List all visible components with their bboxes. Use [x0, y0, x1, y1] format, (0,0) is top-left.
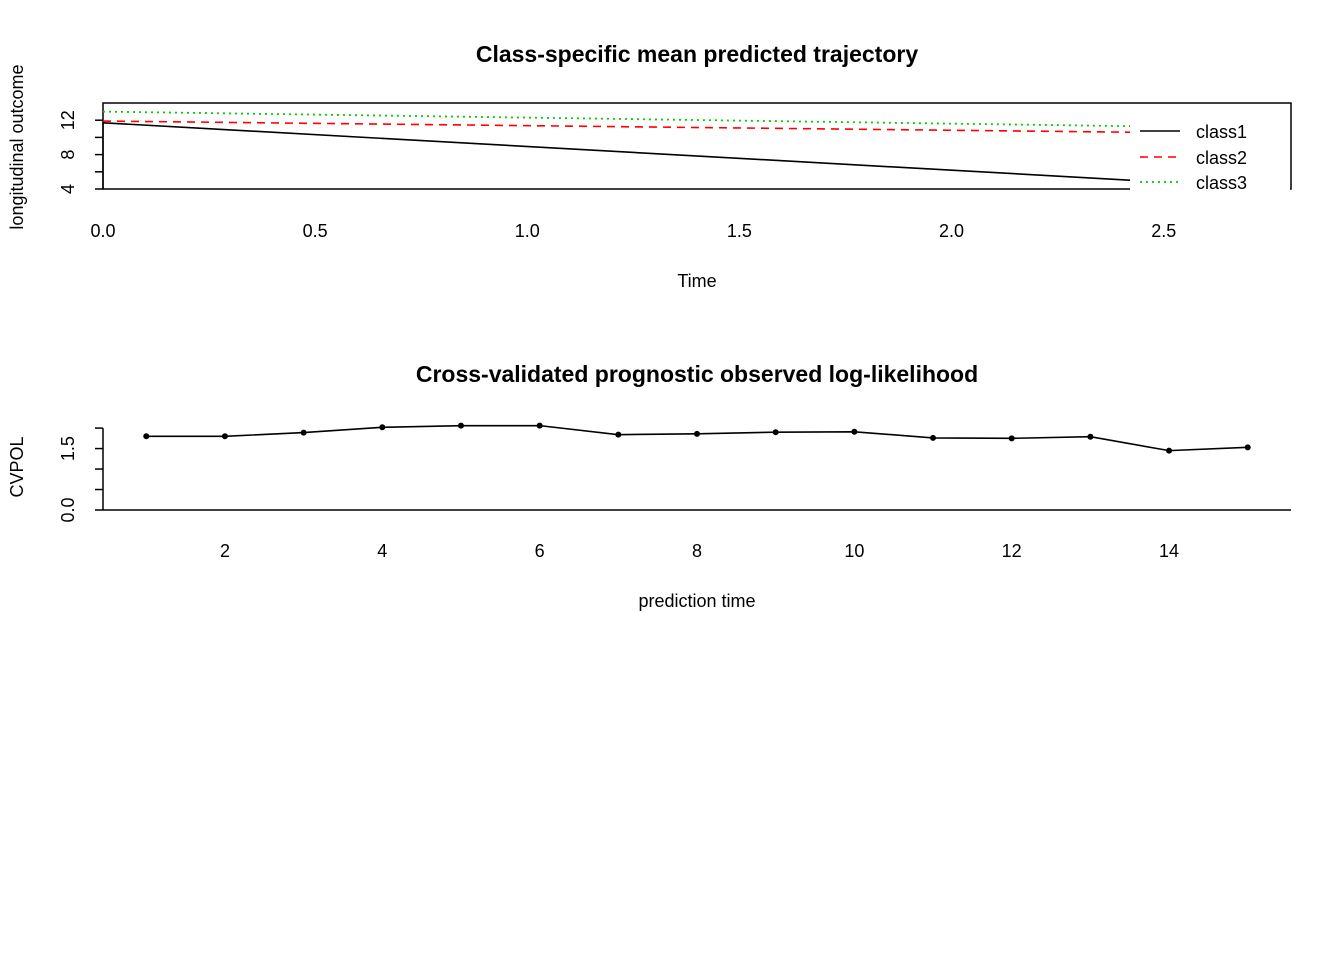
trajectory-x-tick-label: 2.5: [1151, 221, 1176, 241]
cvpol-title: Cross-validated prognostic observed log-…: [416, 361, 978, 387]
cvpol-point: [772, 429, 779, 436]
cvpol-point: [457, 422, 464, 429]
cvpol-y-tick-label: 1.5: [58, 436, 78, 461]
trajectory-y-label: longitudinal outcome: [7, 64, 27, 229]
cvpol-x-tick-label: 6: [535, 541, 545, 561]
trajectory-y-axis: 4 8 12: [58, 110, 104, 194]
cvpol-line: [146, 424, 1248, 452]
series-line-class3: [102, 110, 1135, 128]
cvpol-x-label: prediction time: [638, 591, 755, 611]
cvpol-point: [379, 424, 386, 431]
trajectory-y-tick-label: 8: [58, 150, 78, 160]
cvpol-point: [1008, 435, 1015, 442]
cvpol-point: [221, 433, 228, 440]
cvpol-point: [143, 433, 150, 440]
cvpol-point: [1087, 433, 1094, 440]
cvpol-point: [615, 431, 622, 438]
cvpol-point: [694, 430, 700, 437]
cvpol-point: [536, 422, 543, 429]
cvpol-x-tick-label: 8: [692, 541, 702, 561]
cvpol-point: [851, 428, 858, 435]
trajectory-panel: Class-specific mean predicted trajectory…: [7, 41, 1292, 291]
trajectory-x-tick-label: 0.5: [303, 221, 328, 241]
trajectory-plot-box: [102, 102, 1292, 190]
cvpol-point: [1166, 447, 1173, 454]
trajectory-title: Class-specific mean predicted trajectory: [476, 41, 918, 67]
series-line-class1: [102, 121, 1135, 182]
cvpol-point: [1244, 444, 1251, 451]
cvpol-series: [143, 422, 1251, 454]
cvpol-point: [300, 429, 307, 436]
trajectory-x-tick-label: 2.0: [939, 221, 964, 241]
cvpol-y-axis: 0.0 1.5: [58, 427, 104, 523]
cvpol-x-tick-label: 4: [377, 541, 387, 561]
trajectory-x-axis: 0.0 0.5 1.0 1.5 2.0 2.5: [90, 221, 1176, 241]
cvpol-y-tick-label: 0.0: [58, 497, 78, 522]
trajectory-x-tick-label: 1.5: [727, 221, 752, 241]
legend-label-class2: class2: [1196, 148, 1247, 168]
legend-background: [1130, 116, 1290, 194]
legend-label-class3: class3: [1196, 173, 1247, 193]
cvpol-point: [930, 434, 937, 441]
trajectory-y-tick-label: 4: [58, 184, 78, 194]
cvpol-x-axis: 2 4 6 8 10 12 14: [220, 541, 1179, 561]
trajectory-y-tick-label: 12: [58, 110, 78, 130]
legend-label-class1: class1: [1196, 122, 1247, 142]
trajectory-series: [102, 110, 1135, 182]
cvpol-x-tick-label: 2: [220, 541, 230, 561]
cvpol-x-tick-label: 14: [1159, 541, 1179, 561]
cvpol-x-tick-label: 12: [1002, 541, 1022, 561]
trajectory-legend: class1 class2 class3: [1130, 116, 1290, 194]
series-line-class2: [102, 120, 1135, 134]
trajectory-x-tick-label: 1.0: [515, 221, 540, 241]
cvpol-y-label: CVPOL: [7, 436, 27, 497]
cvpol-panel: Cross-validated prognostic observed log-…: [7, 361, 1291, 611]
trajectory-x-tick-label: 0.0: [90, 221, 115, 241]
cvpol-x-tick-label: 10: [844, 541, 864, 561]
trajectory-x-label: Time: [677, 271, 716, 291]
